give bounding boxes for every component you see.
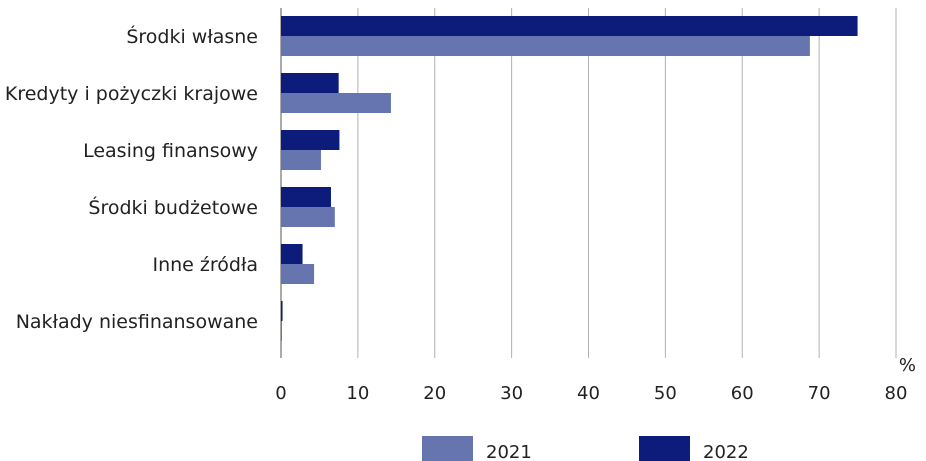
bar-2021-1: [281, 93, 391, 113]
bar-2022-1: [281, 73, 339, 93]
x-unit-label: %: [899, 355, 916, 376]
category-label-5: Nakłady niesfinansowane: [16, 311, 258, 333]
bar-2021-4: [281, 264, 315, 284]
category-label-0: Środki własne: [126, 24, 258, 48]
category-label-2: Leasing finansowy: [83, 140, 258, 162]
x-tick-label-2: 20: [423, 383, 446, 404]
bar-2022-4: [281, 244, 303, 264]
bar-2022-3: [281, 187, 331, 207]
grid-lines: [280, 8, 897, 358]
x-tick-label-5: 50: [654, 383, 677, 404]
legend-swatch-2021: [422, 436, 473, 461]
category-labels: Środki własne Kredyty i pożyczki krajowe L…: [5, 24, 258, 333]
x-tick-label-6: 60: [731, 383, 754, 404]
legend-swatch-2022: [639, 436, 690, 461]
x-tick-labels: 0 10 20 30 40 50 60 70 80: [275, 383, 907, 404]
x-tick-label-1: 10: [346, 383, 369, 404]
bar-2022-2: [281, 130, 340, 150]
legend-label-2021: 2021: [486, 442, 532, 461]
bar-2021-2: [281, 150, 321, 170]
bar-2022-5: [281, 301, 283, 321]
bar-2021-5: [281, 321, 282, 341]
bar-2021-0: [281, 36, 810, 56]
legend-label-2022: 2022: [703, 442, 749, 461]
category-label-3: Środki budżetowe: [88, 195, 258, 219]
x-tick-label-7: 70: [808, 383, 831, 404]
bars: [281, 16, 858, 341]
x-tick-label-3: 30: [500, 383, 523, 404]
x-tick-label-8: 80: [885, 383, 908, 404]
bar-2022-0: [281, 16, 858, 36]
x-tick-label-0: 0: [275, 383, 286, 404]
category-label-1: Kredyty i pożyczki krajowe: [5, 83, 258, 105]
category-label-4: Inne źródła: [152, 254, 258, 276]
x-tick-label-4: 40: [577, 383, 600, 404]
legend: 2021 2022: [422, 436, 749, 461]
bar-2021-3: [281, 207, 335, 227]
